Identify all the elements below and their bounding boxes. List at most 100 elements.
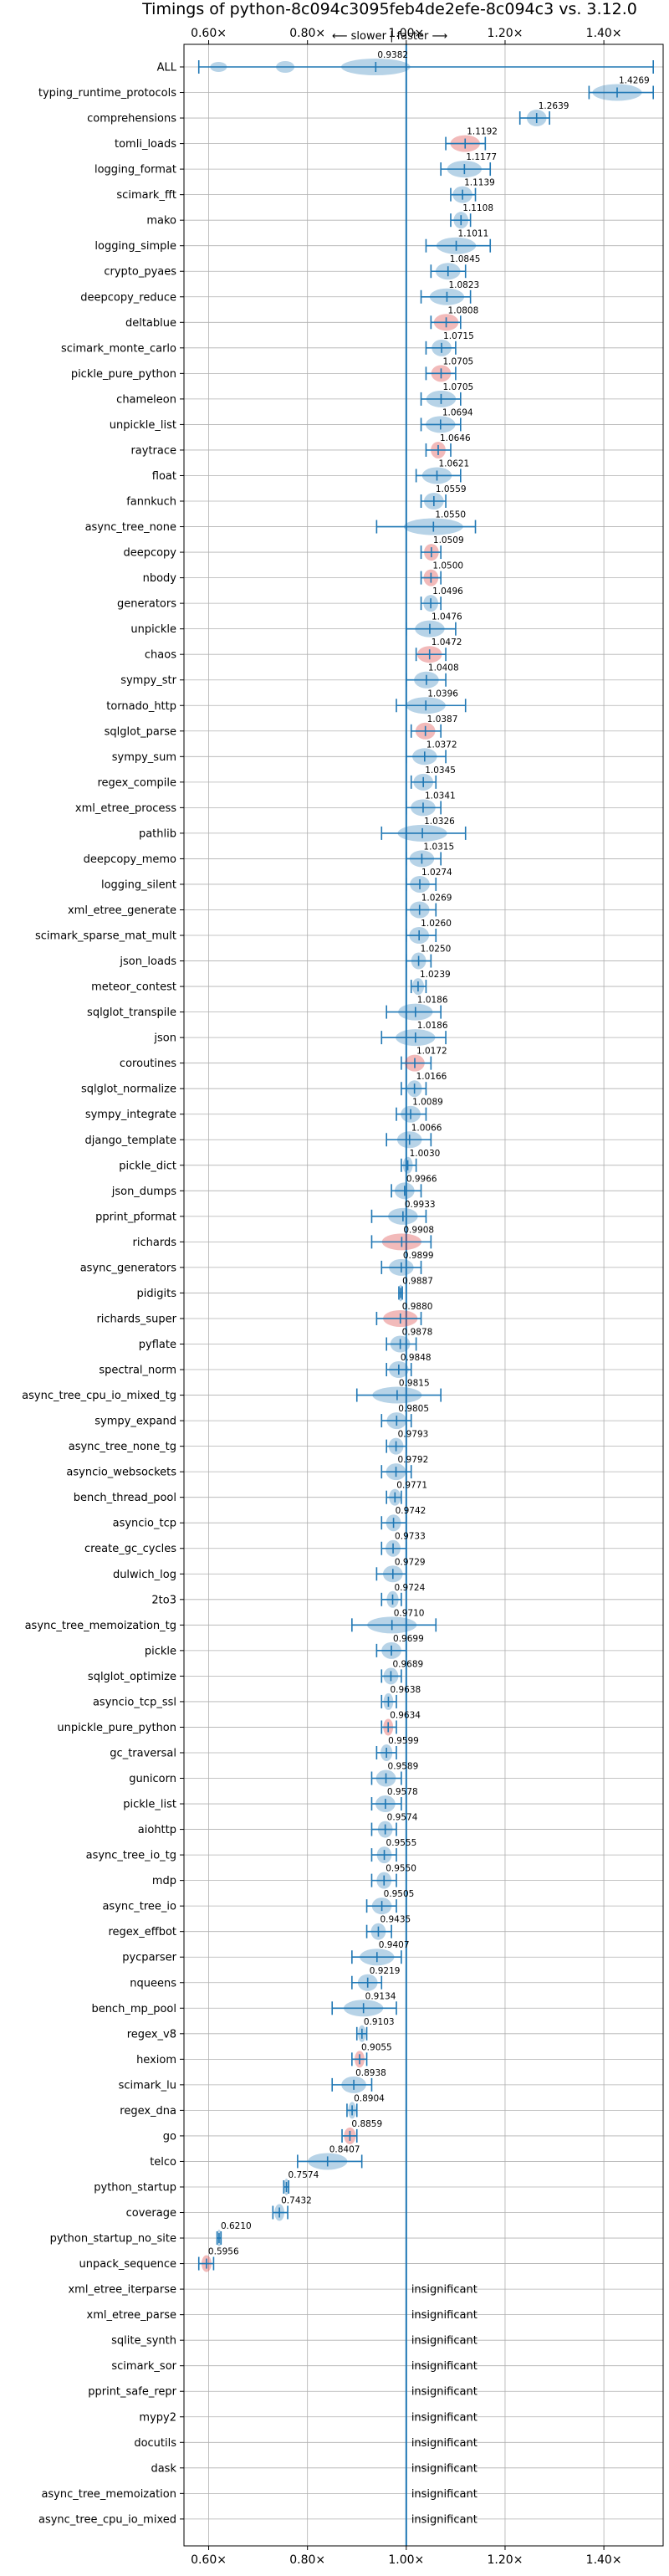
benchmark-label: docutils (134, 2437, 176, 2450)
benchmark-label: regex_compile (97, 776, 176, 789)
benchmark-label: logging_simple (94, 240, 176, 253)
axis-layer: 0.60× 0.60× 0.80× 0.80× 1.00× 1.00× 1.20× 1.20×… (22, 27, 621, 2567)
value-label: 0.9710 (394, 1608, 425, 1618)
value-label: 0.9634 (390, 1710, 421, 1720)
value-label: 1.0396 (427, 689, 458, 699)
value-label: 1.1108 (462, 203, 493, 213)
insignificant-label: insignificant (411, 2411, 477, 2424)
value-label: 1.2639 (539, 101, 569, 111)
value-label: 1.0341 (425, 791, 456, 801)
x-tick-label-top: 1.00× (388, 27, 424, 40)
value-label: 0.9771 (396, 1481, 427, 1491)
benchmark-label: sqlglot_parse (105, 725, 176, 738)
value-label: 0.9878 (402, 1328, 433, 1338)
insignificant-label: insignificant (411, 2360, 477, 2373)
value-label: 0.9589 (388, 1762, 419, 1772)
value-label: 0.9724 (395, 1583, 426, 1593)
value-label: 1.1139 (464, 178, 495, 188)
benchmark-label: async_tree_io_tg (86, 1850, 176, 1862)
value-label: 1.0089 (412, 1098, 443, 1108)
value-label: 1.0239 (420, 970, 451, 980)
value-label: 1.0030 (410, 1149, 441, 1159)
benchmark-label: coverage (126, 2207, 176, 2220)
benchmark-label: mypy2 (139, 2411, 176, 2424)
benchmark-label: hexiom (136, 2054, 176, 2066)
benchmark-label: regex_effbot (108, 1926, 176, 1938)
value-label: 1.0274 (421, 868, 452, 878)
benchmark-label: pidigits (137, 1288, 177, 1300)
value-label: 1.0186 (417, 996, 448, 1006)
benchmark-label: pickle (145, 1645, 176, 1657)
benchmark-label: xml_etree_parse (87, 2309, 176, 2322)
value-label: 0.9933 (405, 1200, 436, 1210)
value-label: 1.0186 (417, 1021, 448, 1031)
benchmark-label: logging_silent (101, 878, 176, 891)
benchmark-label: spectral_norm (99, 1365, 176, 1377)
benchmark-label: asyncio_tcp (113, 1518, 176, 1530)
value-label: 0.9055 (361, 2042, 392, 2052)
benchmark-label: python_startup_no_site (50, 2233, 176, 2246)
benchmark-label: nbody (143, 572, 177, 585)
x-tick-label-bottom: 1.00× (388, 2553, 424, 2567)
benchmark-label: pyflate (139, 1339, 176, 1351)
benchmark-label: pickle_dict (119, 1160, 176, 1172)
value-label: 0.9848 (401, 1353, 432, 1363)
benchmark-label: pickle_list (123, 1799, 176, 1811)
benchmark-label: aiohttp (138, 1824, 176, 1836)
value-label: 0.9505 (384, 1889, 415, 1899)
x-tick-label-top: 1.40× (586, 27, 622, 40)
benchmark-label: async_tree_io (102, 1901, 176, 1913)
benchmark-label: telco (150, 2156, 176, 2169)
value-label: 1.0559 (436, 484, 467, 494)
value-label: 0.6210 (221, 2221, 252, 2231)
benchmark-label: regex_v8 (127, 2028, 176, 2041)
insignificant-label: insignificant (411, 2386, 477, 2399)
x-tick-label-bottom: 1.40× (586, 2553, 622, 2567)
value-label: 0.9134 (365, 1991, 396, 2001)
grid-layer (184, 44, 663, 2546)
benchmark-label: richards_super (96, 1313, 176, 1325)
value-label: 0.9742 (396, 1506, 426, 1516)
benchmark-label: comprehensions (87, 113, 176, 125)
insignificant-label: insignificant (411, 2488, 477, 2501)
benchmark-label: sqlite_synth (111, 2335, 176, 2348)
benchmark-label: sympy_integrate (85, 1109, 176, 1121)
benchmark-label: chameleon (116, 393, 176, 406)
benchmark-label: dask (151, 2462, 176, 2475)
value-label: 0.9899 (403, 1251, 434, 1261)
benchmark-label: json_loads (119, 955, 176, 968)
value-label: 1.0705 (442, 356, 473, 366)
x-tick-label-top: 1.20× (488, 27, 523, 40)
value-label: 0.7432 (281, 2196, 312, 2206)
benchmark-label: typing_runtime_protocols (38, 87, 176, 100)
benchmark-label: unpickle (130, 623, 176, 636)
benchmark-label: async_tree_none (85, 521, 176, 534)
benchmark-label: crypto_pyaes (104, 266, 176, 279)
benchmark-label: async_tree_cpu_io_mixed_tg (22, 1390, 176, 1402)
value-label: 1.0172 (416, 1047, 447, 1057)
benchmark-label: float (152, 470, 176, 483)
benchmark-label: tomli_loads (115, 138, 176, 151)
value-label: 0.7574 (289, 2170, 319, 2180)
insignificant-label: insignificant (411, 2309, 477, 2322)
benchmark-label: gc_traversal (110, 1747, 176, 1759)
value-label: 1.0694 (442, 407, 473, 417)
benchmark-label: 2to3 (151, 1594, 176, 1606)
benchmark-label: pycparser (122, 1952, 176, 1964)
benchmark-label: sympy_expand (94, 1416, 176, 1428)
insignificant-label: insignificant (411, 2284, 477, 2297)
value-label: 1.0315 (423, 842, 454, 852)
benchmark-label: scimark_fft (116, 189, 176, 202)
value-label: 0.9574 (387, 1813, 418, 1823)
value-label: 0.9880 (402, 1302, 433, 1312)
benchmark-label: xml_etree_process (75, 802, 176, 815)
benchmark-label: async_tree_memoization (41, 2488, 176, 2501)
value-label: 1.0705 (442, 382, 473, 392)
benchmark-label: json_dumps (111, 1186, 176, 1198)
benchmark-label: regex_dna (120, 2105, 176, 2118)
value-label: 0.9407 (379, 1940, 410, 1950)
value-label: 1.0646 (440, 433, 471, 443)
value-label: 1.0260 (421, 919, 452, 929)
benchmark-label: unpickle_pure_python (57, 1722, 176, 1734)
benchmark-label: tornado_http (106, 700, 176, 713)
